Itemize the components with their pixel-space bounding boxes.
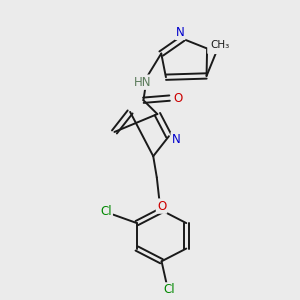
Text: N: N (176, 26, 184, 39)
Text: N: N (172, 133, 180, 146)
Text: O: O (208, 40, 218, 53)
Text: Cl: Cl (163, 284, 175, 296)
Text: HN: HN (134, 76, 151, 89)
Text: O: O (157, 200, 166, 213)
Text: O: O (173, 92, 182, 105)
Text: Cl: Cl (100, 205, 112, 218)
Text: CH₃: CH₃ (210, 40, 229, 50)
